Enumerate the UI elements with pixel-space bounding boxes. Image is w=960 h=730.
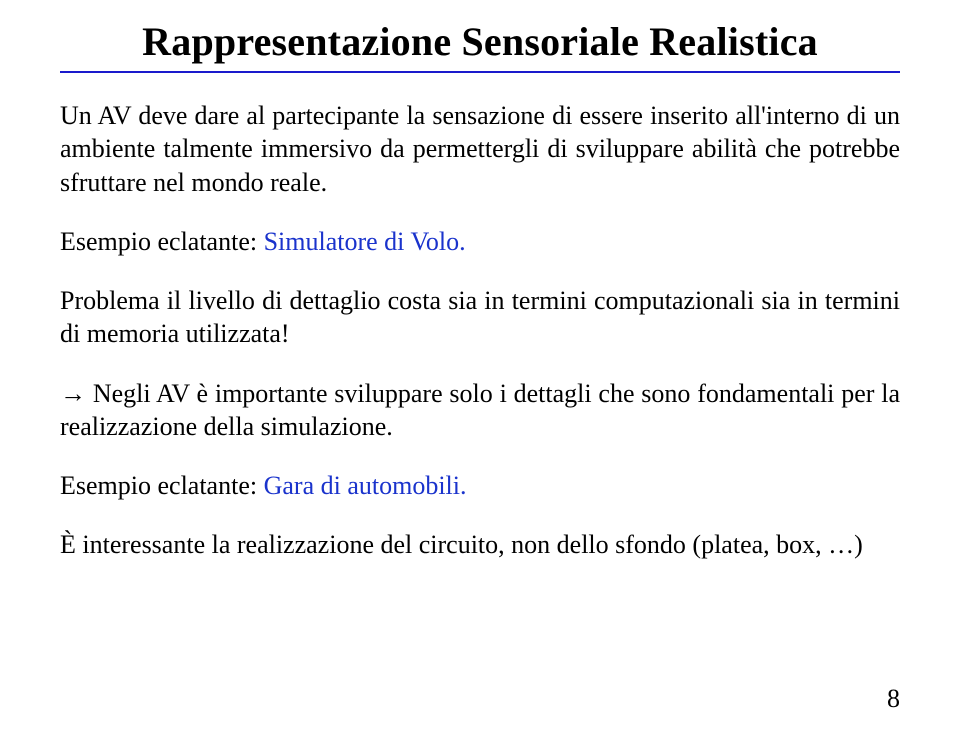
example-1-blue: Simulatore di Volo. <box>264 227 466 256</box>
paragraph-conclusion: È interessante la realizzazione del circ… <box>60 528 900 561</box>
slide-body: Un AV deve dare al partecipante la sensa… <box>60 99 900 562</box>
arrow-text: Negli AV è importante sviluppare solo i … <box>60 379 900 441</box>
paragraph-problem: Problema il livello di dettaglio costa s… <box>60 284 900 351</box>
paragraph-arrow: → Negli AV è importante sviluppare solo … <box>60 377 900 444</box>
paragraph-example-2: Esempio eclatante: Gara di automobili. <box>60 469 900 502</box>
slide-title: Rappresentazione Sensoriale Realistica <box>60 18 900 65</box>
example-2-prefix: Esempio eclatante: <box>60 471 264 500</box>
paragraph-intro: Un AV deve dare al partecipante la sensa… <box>60 99 900 199</box>
example-1-prefix: Esempio eclatante: <box>60 227 264 256</box>
slide: Rappresentazione Sensoriale Realistica U… <box>0 0 960 730</box>
paragraph-example-1: Esempio eclatante: Simulatore di Volo. <box>60 225 900 258</box>
title-rule <box>60 71 900 73</box>
arrow-icon: → <box>60 378 86 408</box>
example-2-blue: Gara di automobili. <box>264 471 467 500</box>
page-number: 8 <box>887 684 900 714</box>
